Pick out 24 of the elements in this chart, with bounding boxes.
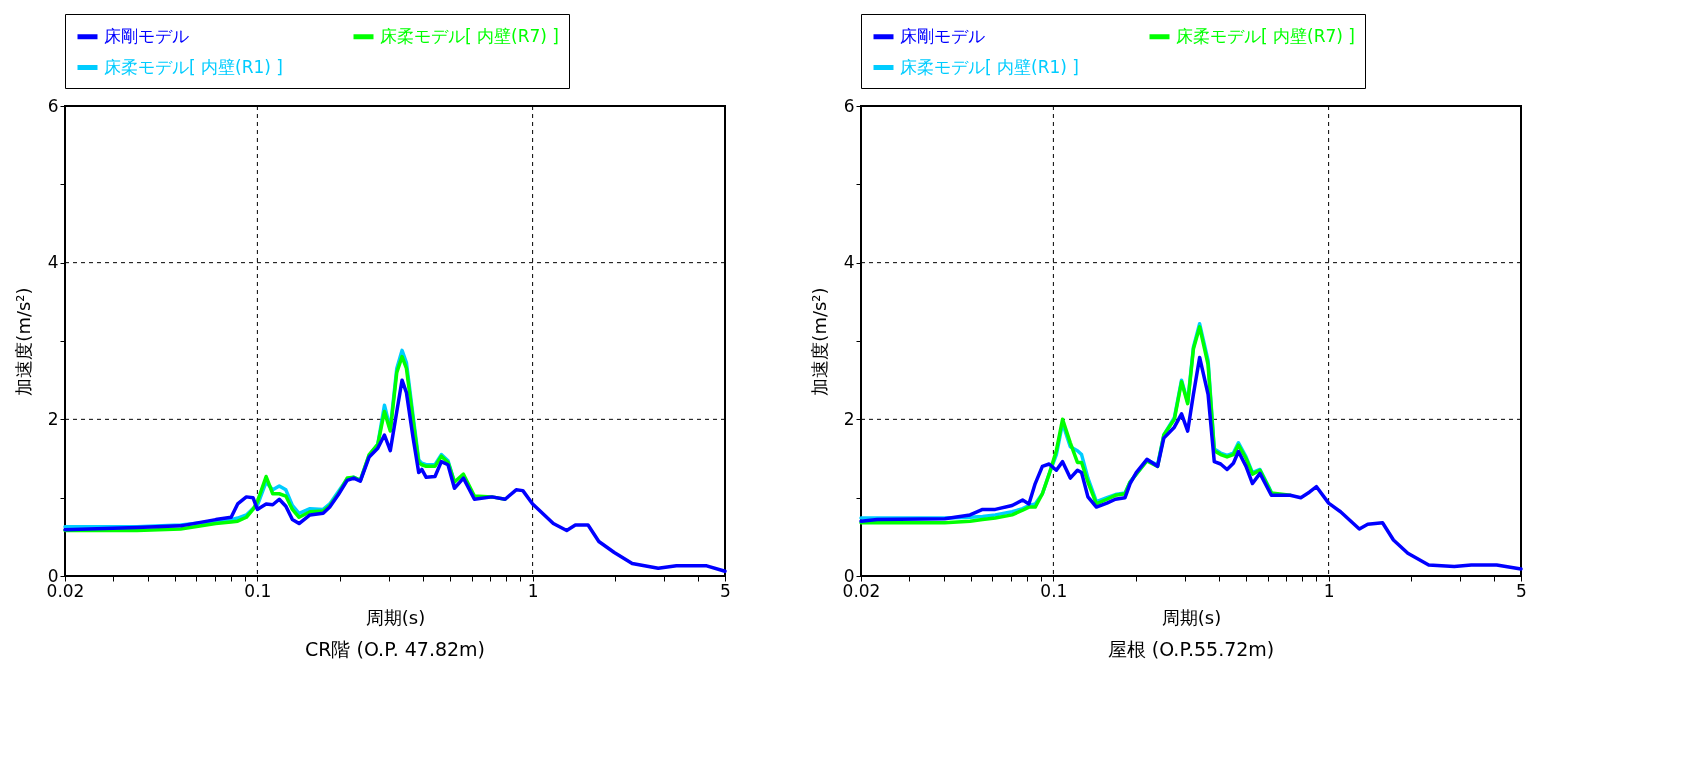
y-tick-label: 6 [47, 95, 59, 116]
x-tick-label: 5 [1516, 580, 1527, 601]
x-axis-title: 周期(s) [1161, 606, 1222, 628]
x-tick-label: 0.1 [1040, 580, 1068, 601]
y-tick-label: 2 [843, 408, 855, 429]
x-tick-label: 5 [720, 580, 731, 601]
y-tick-label: 2 [47, 408, 59, 429]
text: CR階 (O.P. 47.82m) [304, 638, 486, 660]
x-tick-label: 0.1 [244, 580, 272, 601]
legend-label: 床柔モデル[ 内壁(R1) ] [104, 56, 283, 77]
legend-label: 床柔モデル[ 内壁(R7) ] [380, 25, 559, 46]
y-tick-label: 4 [47, 252, 59, 273]
y-axis-title: 加速度(m/s²) [12, 287, 34, 396]
legend-label: 床柔モデル[ 内壁(R7) ] [1176, 25, 1355, 46]
y-tick-label: 6 [843, 95, 855, 116]
legend-label: 床剛モデル [900, 25, 985, 46]
y-tick-label: 4 [843, 252, 855, 273]
legend-label: 床剛モデル [104, 25, 189, 46]
y-axis-title: 加速度(m/s²) [808, 287, 830, 396]
legend-label: 床柔モデル[ 内壁(R1) ] [900, 56, 1079, 77]
x-tick-label: 1 [527, 580, 539, 601]
x-axis-title: 周期(s) [365, 606, 426, 628]
text: 屋根 (O.P.55.72m) [1107, 638, 1275, 660]
x-tick-label: 1 [1323, 580, 1335, 601]
